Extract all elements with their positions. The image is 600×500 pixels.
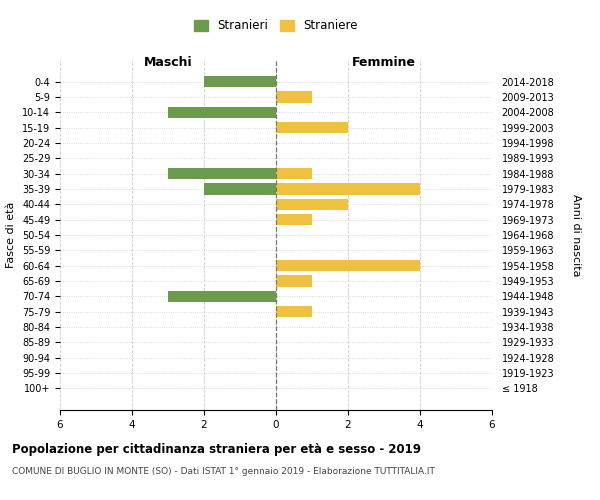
- Legend: Stranieri, Straniere: Stranieri, Straniere: [190, 16, 362, 36]
- Bar: [276, 198, 348, 210]
- Y-axis label: Anni di nascita: Anni di nascita: [571, 194, 581, 276]
- Bar: [276, 183, 420, 194]
- Bar: [204, 76, 276, 88]
- Bar: [204, 183, 276, 194]
- Bar: [168, 168, 276, 179]
- Bar: [168, 106, 276, 118]
- Text: COMUNE DI BUGLIO IN MONTE (SO) - Dati ISTAT 1° gennaio 2019 - Elaborazione TUTTI: COMUNE DI BUGLIO IN MONTE (SO) - Dati IS…: [12, 468, 435, 476]
- Bar: [276, 276, 312, 287]
- Text: Femmine: Femmine: [352, 56, 416, 70]
- Bar: [168, 290, 276, 302]
- Bar: [276, 306, 312, 318]
- Bar: [276, 260, 420, 272]
- Bar: [276, 214, 312, 226]
- Bar: [276, 168, 312, 179]
- Bar: [276, 122, 348, 134]
- Text: Maschi: Maschi: [143, 56, 193, 70]
- Y-axis label: Fasce di età: Fasce di età: [7, 202, 16, 268]
- Bar: [276, 91, 312, 102]
- Text: Popolazione per cittadinanza straniera per età e sesso - 2019: Popolazione per cittadinanza straniera p…: [12, 442, 421, 456]
